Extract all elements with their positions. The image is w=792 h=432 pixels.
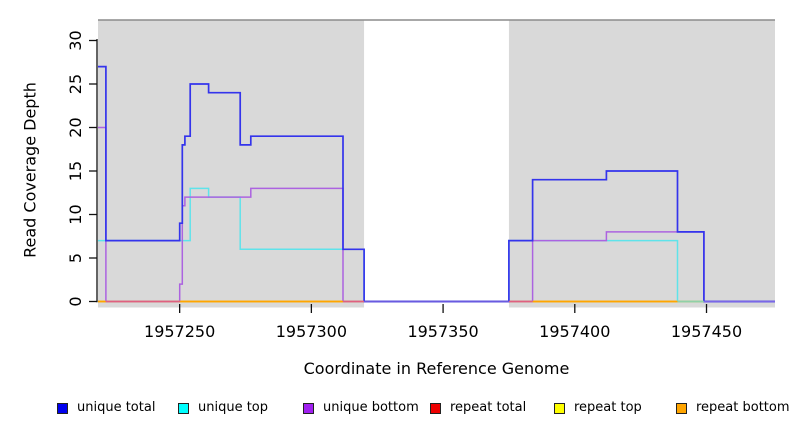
legend-item-unique-total: unique total: [57, 401, 155, 415]
unique-top-swatch-icon: [178, 402, 189, 414]
y-tick-label: 10: [66, 204, 85, 224]
repeat-top-swatch-icon: [554, 402, 565, 414]
y-tick-label: 25: [66, 74, 85, 94]
repeat-total-swatch-icon: [430, 402, 441, 414]
legend-item-repeat-top: repeat top: [554, 401, 642, 415]
repeat-bottom-swatch-icon: [676, 402, 687, 414]
unique-total-swatch-icon: [57, 402, 68, 414]
series-line-unique-bottom: [98, 126, 775, 303]
legend-label: repeat top: [574, 400, 642, 415]
y-tick-label: 0: [66, 296, 85, 306]
legend-item-repeat-bottom: repeat bottom: [676, 401, 790, 415]
legend-label: repeat bottom: [696, 400, 790, 415]
y-tick-label: 20: [66, 117, 85, 137]
legend: unique total unique top unique bottom re…: [0, 401, 792, 417]
legend-label: repeat total: [450, 400, 527, 415]
y-tick-label: 5: [66, 253, 85, 263]
series-line-unique-top: [98, 187, 775, 303]
legend-item-unique-top: unique top: [178, 401, 268, 415]
x-tick-label: 1957300: [276, 322, 347, 341]
y-axis-title: Read Coverage Depth: [20, 82, 40, 258]
unique-bottom-swatch-icon: [303, 402, 314, 414]
y-tick-label: 15: [66, 161, 85, 181]
x-tick-label: 1957400: [539, 322, 610, 341]
coverage-plot-canvas: 0 5 10 15 20 25 30 1957250 1957300 1957350 1957400…: [66, 19, 775, 341]
x-tick-label: 1957250: [144, 322, 215, 341]
y-tick-label: 30: [66, 30, 85, 50]
repeat-region-right: [508, 20, 775, 308]
legend-label: unique top: [198, 400, 269, 415]
repeat-region-left: [98, 20, 365, 308]
x-tick-label: 1957450: [671, 322, 742, 341]
legend-item-unique-bottom: unique bottom: [303, 401, 419, 415]
legend-label: unique bottom: [323, 400, 419, 415]
x-tick-label: 1957350: [407, 322, 478, 341]
x-axis-title: Coordinate in Reference Genome: [303, 359, 570, 378]
legend-item-repeat-total: repeat total: [430, 401, 526, 415]
legend-label: unique total: [77, 400, 156, 415]
series-line-unique-total: [98, 65, 775, 303]
